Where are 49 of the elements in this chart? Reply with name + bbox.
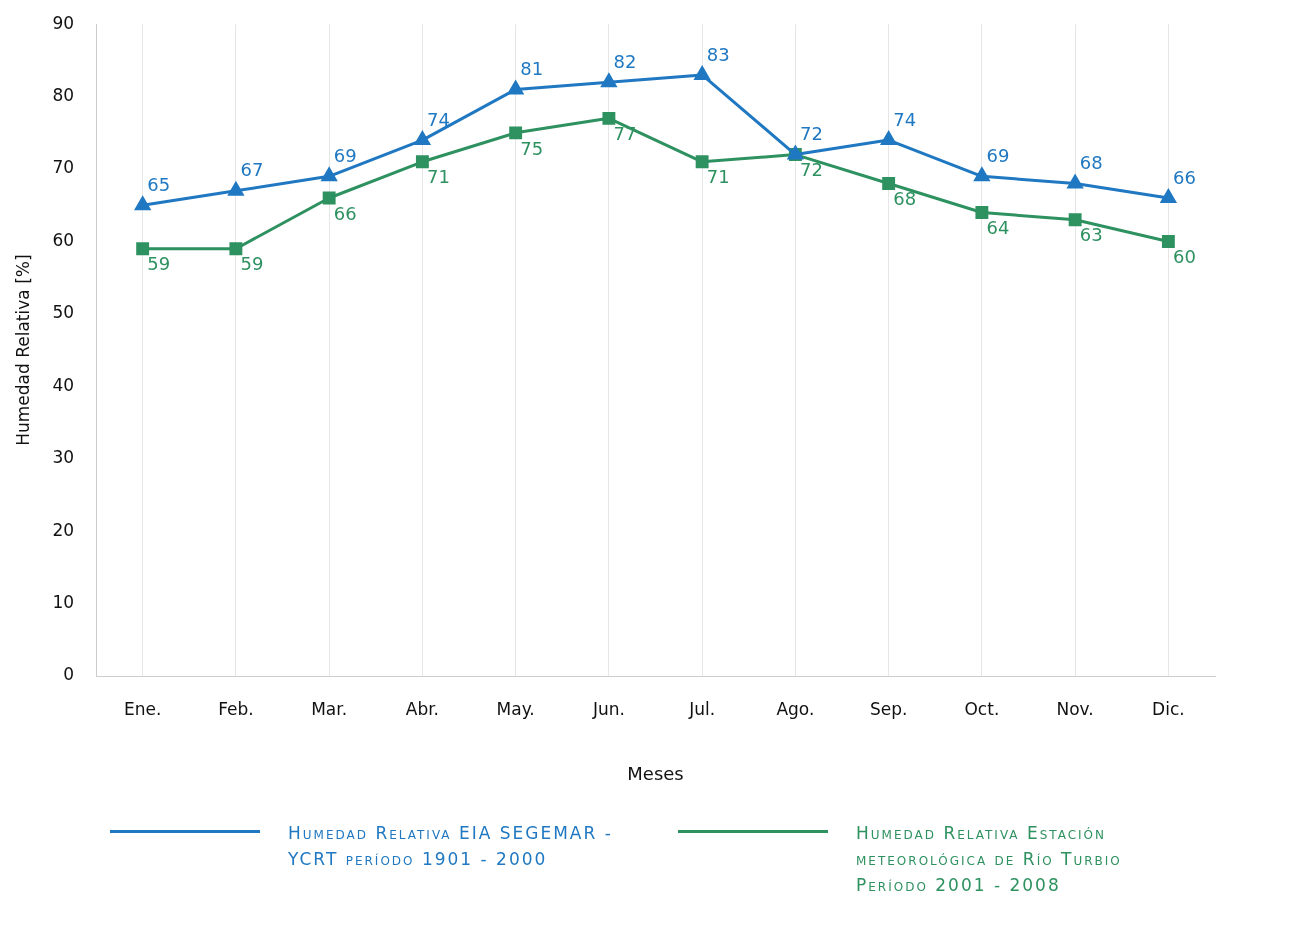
data-label: 67 — [240, 159, 264, 181]
y-tick-label: 20 — [52, 519, 75, 540]
x-axis-title: Meses — [627, 762, 684, 784]
text: Humedad Relativa Estación meteorológica de Río Turbio Período 2001 - 2008 — [856, 822, 1123, 897]
text: Humedad Relativa EIA SEGEMAR - YCRT período 1901 - 2000 — [288, 822, 614, 871]
y-tick-label: 10 — [52, 592, 75, 612]
x-tick-label: Ago. — [776, 698, 815, 719]
x-tick-label: Dic. — [1152, 698, 1185, 719]
data-label: 68 — [893, 188, 917, 210]
x-tick-label: May. — [496, 698, 535, 719]
x-tick-label: Sep. — [869, 698, 908, 719]
data-label: 74 — [426, 108, 450, 130]
y-axis-title: Humedad Relativa [%] — [12, 254, 33, 446]
x-tick-label: Abr. — [405, 698, 440, 719]
data-label: 82 — [613, 50, 637, 72]
data-label: 74 — [893, 108, 917, 130]
y-tick-label: 40 — [52, 374, 75, 395]
x-tick-label: Mar. — [311, 698, 348, 719]
data-label: 81 — [520, 58, 544, 80]
y-tick-label: 30 — [52, 447, 75, 468]
data-label: 69 — [986, 144, 1010, 166]
data-label: 72 — [799, 123, 823, 145]
data-label: 66 — [333, 202, 357, 224]
y-tick-label: 50 — [52, 302, 75, 323]
x-tick-label: Jun. — [591, 698, 625, 719]
y-tick-label: 90 — [52, 12, 75, 33]
x-tick-label: Ene. — [123, 698, 162, 719]
x-tick-label: Nov. — [1056, 698, 1094, 719]
y-tick-label: 0 — [63, 664, 75, 685]
x-tick-label: Jul. — [688, 698, 716, 719]
y-tick-label: 80 — [52, 85, 75, 106]
y-tick-label: 70 — [52, 157, 75, 178]
x-tick-label: Feb. — [218, 698, 254, 719]
data-label: 71 — [426, 166, 450, 188]
data-label: 60 — [1172, 246, 1196, 268]
data-label: 75 — [520, 137, 544, 159]
data-label: 65 — [147, 173, 171, 195]
data-label: 69 — [333, 144, 357, 166]
data-label: 59 — [240, 253, 264, 275]
data-label: 72 — [799, 159, 823, 181]
x-tick-label: Oct. — [964, 698, 1000, 719]
data-label: 59 — [147, 253, 171, 275]
data-label: 66 — [1172, 166, 1196, 188]
data-label: 83 — [706, 43, 730, 65]
data-label: 64 — [986, 217, 1010, 239]
data-label: 71 — [706, 166, 730, 188]
data-label: 63 — [1079, 224, 1103, 246]
data-label: 68 — [1079, 152, 1103, 174]
y-tick-label: 60 — [52, 229, 75, 250]
